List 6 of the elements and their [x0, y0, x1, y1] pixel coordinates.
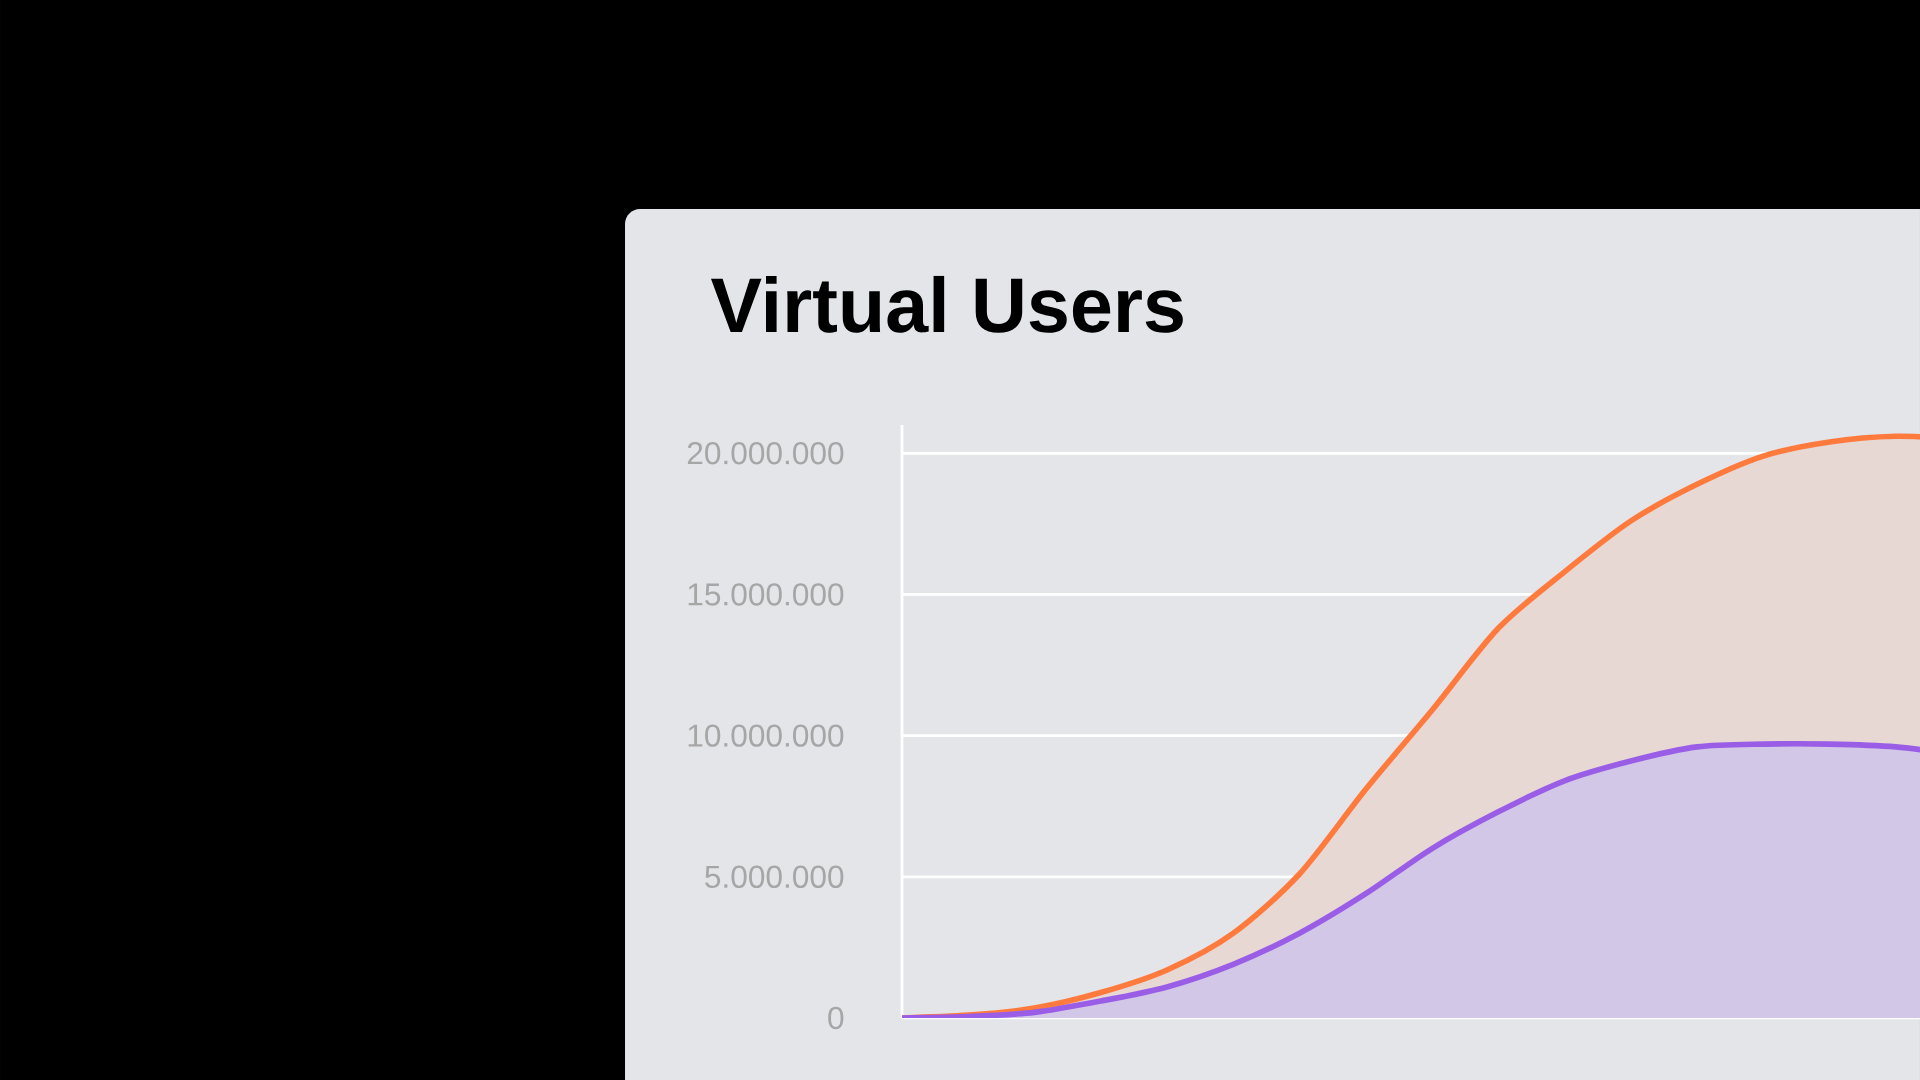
y-tick-label: 10.000.000: [688, 724, 844, 747]
y-tick-label: 20.000.000: [687, 442, 844, 465]
y-tick-label: 15.000.000: [688, 583, 844, 606]
chart-title: Virtual Users: [710, 275, 1183, 333]
y-tick-label: 5.000.000: [705, 865, 844, 889]
y-tick-label: 0: [828, 1006, 844, 1030]
